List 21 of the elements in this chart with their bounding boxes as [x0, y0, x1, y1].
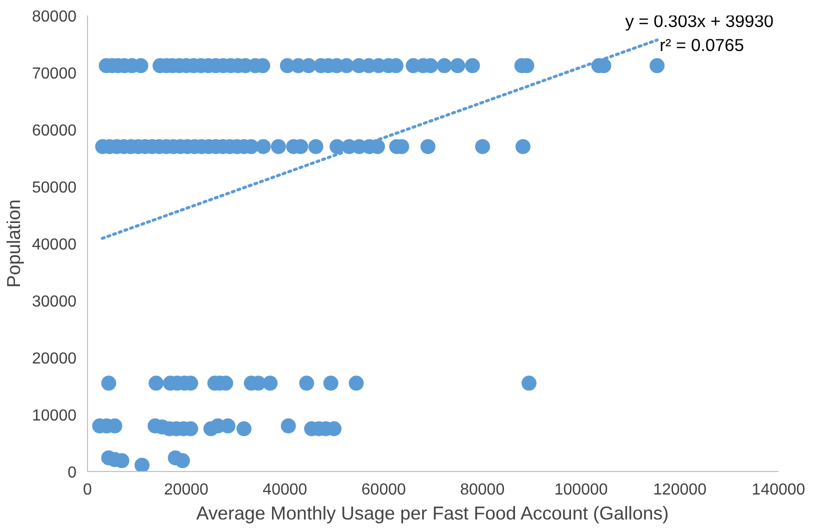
y-tick-label: 40000: [32, 236, 77, 254]
x-tick-label: 40000: [262, 482, 308, 498]
x-tick-label: 140000: [752, 482, 806, 498]
x-tick-label: 20000: [164, 482, 209, 498]
y-tick-label: 20000: [32, 350, 77, 368]
y-tick-label: 30000: [32, 294, 77, 310]
x-tick-label: 120000: [653, 482, 707, 498]
x-tick-label: 0: [83, 482, 92, 498]
y-tick-label: 60000: [32, 122, 77, 140]
y-tick-label: 10000: [32, 408, 77, 424]
y-tick-label: 70000: [32, 66, 77, 82]
y-tick-label: 0: [68, 464, 77, 482]
x-tick-label: 100000: [554, 482, 608, 498]
y-tick-label: 80000: [32, 8, 77, 26]
x-tick-label: 60000: [361, 482, 406, 498]
x-axis-title: Average Monthly Usage per Fast Food Account (Gallons): [196, 502, 669, 524]
y-axis-title: Population: [3, 199, 24, 288]
x-tick-label: 80000: [460, 482, 505, 498]
annotation: y = 0.303x + 39930: [625, 11, 774, 32]
y-tick-label: 50000: [32, 180, 77, 196]
annotation: r² = 0.0765: [660, 35, 744, 56]
